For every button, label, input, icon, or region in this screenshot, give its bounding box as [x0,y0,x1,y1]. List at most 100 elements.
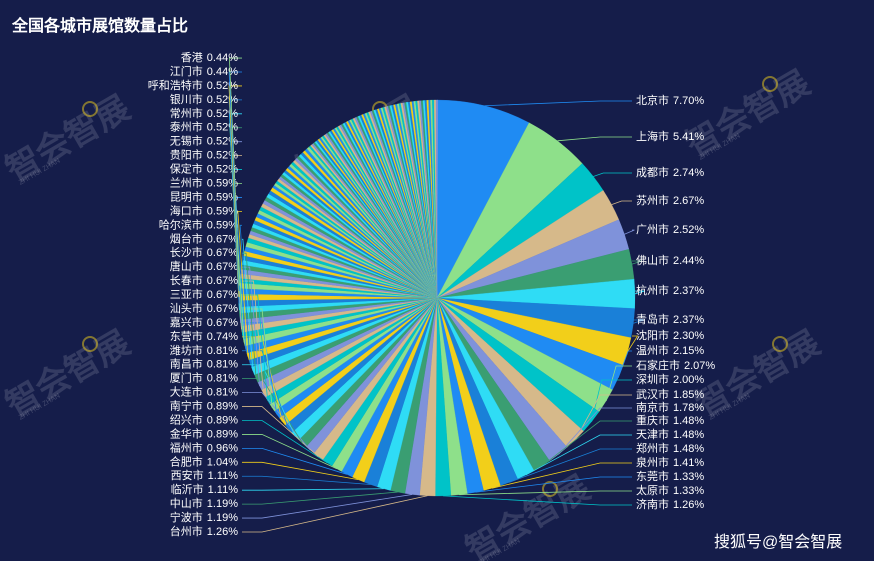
label-value: 0.59% [207,177,238,189]
footer: 搜狐号@智会智展 [714,533,842,551]
slice-label: 东营市 0.74% [170,329,238,343]
slice-label: 潍坊市 0.81% [170,343,238,357]
leader-line [242,447,348,475]
slice-label: 青岛市 2.37% [636,312,704,326]
label-value: 2.74% [673,167,704,179]
label-value: 0.59% [207,219,238,231]
slice-label: 郑州市 1.48% [636,441,704,455]
label-name: 苏州市 [636,193,669,207]
slice-label: 台州市 1.26% [170,524,238,538]
label-name: 厦门市 [170,371,203,385]
leader-line [484,100,632,107]
slice-label: 上海市 5.41% [636,129,704,143]
label-value: 1.78% [673,402,704,414]
label-value: 5.41% [673,131,704,143]
leader-line [242,364,296,437]
slice-label: 北京市 7.70% [636,93,704,107]
label-name: 无锡市 [170,134,203,148]
label-name: 泉州市 [636,455,669,469]
watermark-icon [82,101,98,117]
leader-line [611,200,632,206]
slice-label: 汕头市 0.67% [170,301,238,315]
label-name: 兰州市 [170,175,203,189]
label-name: 大连市 [170,385,203,399]
label-name: 唐山市 [170,259,203,273]
label-name: 长春市 [170,273,203,287]
label-value: 0.67% [207,275,238,287]
label-name: 郑州市 [636,441,669,455]
label-value: 2.37% [673,314,704,326]
label-value: 0.44% [207,66,238,78]
watermark-icon [542,481,558,497]
labels: 北京市 7.70% 上海市 5.41% 成都市 2.74% 苏州市 2.67% 广州市 2.52%… [148,51,716,538]
label-name: 杭州市 [636,283,669,297]
slice-label: 福州市 0.96% [170,440,238,454]
label-name: 贵阳市 [170,148,203,162]
label-value: 0.67% [207,289,238,301]
label-value: 0.67% [207,233,238,245]
leader-line [508,448,632,483]
slice-label: 杭州市 2.37% [636,283,704,297]
label-name: 烟台市 [170,231,203,245]
label-value: 0.96% [207,442,238,454]
label-name: 哈尔滨市 [159,217,203,231]
leader-line [228,57,242,286]
slice-label: 南昌市 0.81% [170,357,238,371]
label-name: 中山市 [170,496,203,510]
slice-label: 呼和浩特市 0.52% [148,78,238,92]
label-value: 0.81% [207,387,238,399]
label-value: 0.81% [207,373,238,385]
slice-label: 宁波市 1.19% [170,510,238,524]
leader-line [242,475,371,485]
label-value: 0.74% [207,331,238,343]
leader-line [242,266,261,387]
label-name: 保定市 [170,161,203,175]
slice-label: 昆明市 0.59% [170,189,238,203]
label-name: 广州市 [636,222,669,236]
slice [435,99,439,299]
label-value: 0.52% [207,150,238,162]
label-name: 泰州市 [170,120,203,134]
leader-line [575,394,632,440]
label-value: 0.59% [207,191,238,203]
label-value: 0.67% [207,261,238,273]
label-value: 0.52% [207,94,238,106]
label-value: 1.26% [207,526,238,538]
label-value: 2.15% [673,345,704,357]
label-value: 0.89% [207,400,238,412]
label-name: 合肥市 [170,454,203,468]
label-value: 0.59% [207,205,238,217]
watermark-icon [772,336,788,352]
label-value: 0.52% [207,122,238,134]
slice-label: 厦门市 0.81% [170,371,238,385]
label-value: 1.26% [673,499,704,511]
leader-line [228,85,242,298]
label-value: 0.81% [207,345,238,357]
slice-label: 西安市 1.11% [171,468,239,482]
leader-line [443,495,632,506]
slice-label: 苏州市 2.67% [636,193,704,207]
chart-title: 全国各城市展馆数量占比 [11,16,188,35]
label-name: 济南市 [636,497,669,511]
label-value: 0.52% [207,163,238,175]
leader-line [591,379,632,422]
slice-label: 金华市 0.89% [170,426,238,440]
label-name: 上海市 [636,129,669,143]
label-name: 呼和浩特市 [148,78,203,92]
label-value: 1.19% [207,512,238,524]
label-value: 1.48% [673,429,704,441]
leader-line [228,71,242,292]
label-name: 深圳市 [636,372,669,386]
label-value: 1.11% [208,484,239,496]
slice-label: 合肥市 1.04% [170,454,238,468]
slice-label: 香港 0.44% [181,51,238,64]
label-name: 绍兴市 [170,412,203,426]
slice-label: 临沂市 1.11% [171,482,239,496]
leader-line [242,494,413,519]
label-name: 南昌市 [170,357,203,371]
leader-line [242,491,398,505]
slice-label: 重庆市 1.48% [636,413,704,427]
leader-line [242,308,273,408]
label-name: 海口市 [170,203,203,217]
label-value: 1.04% [207,456,238,468]
